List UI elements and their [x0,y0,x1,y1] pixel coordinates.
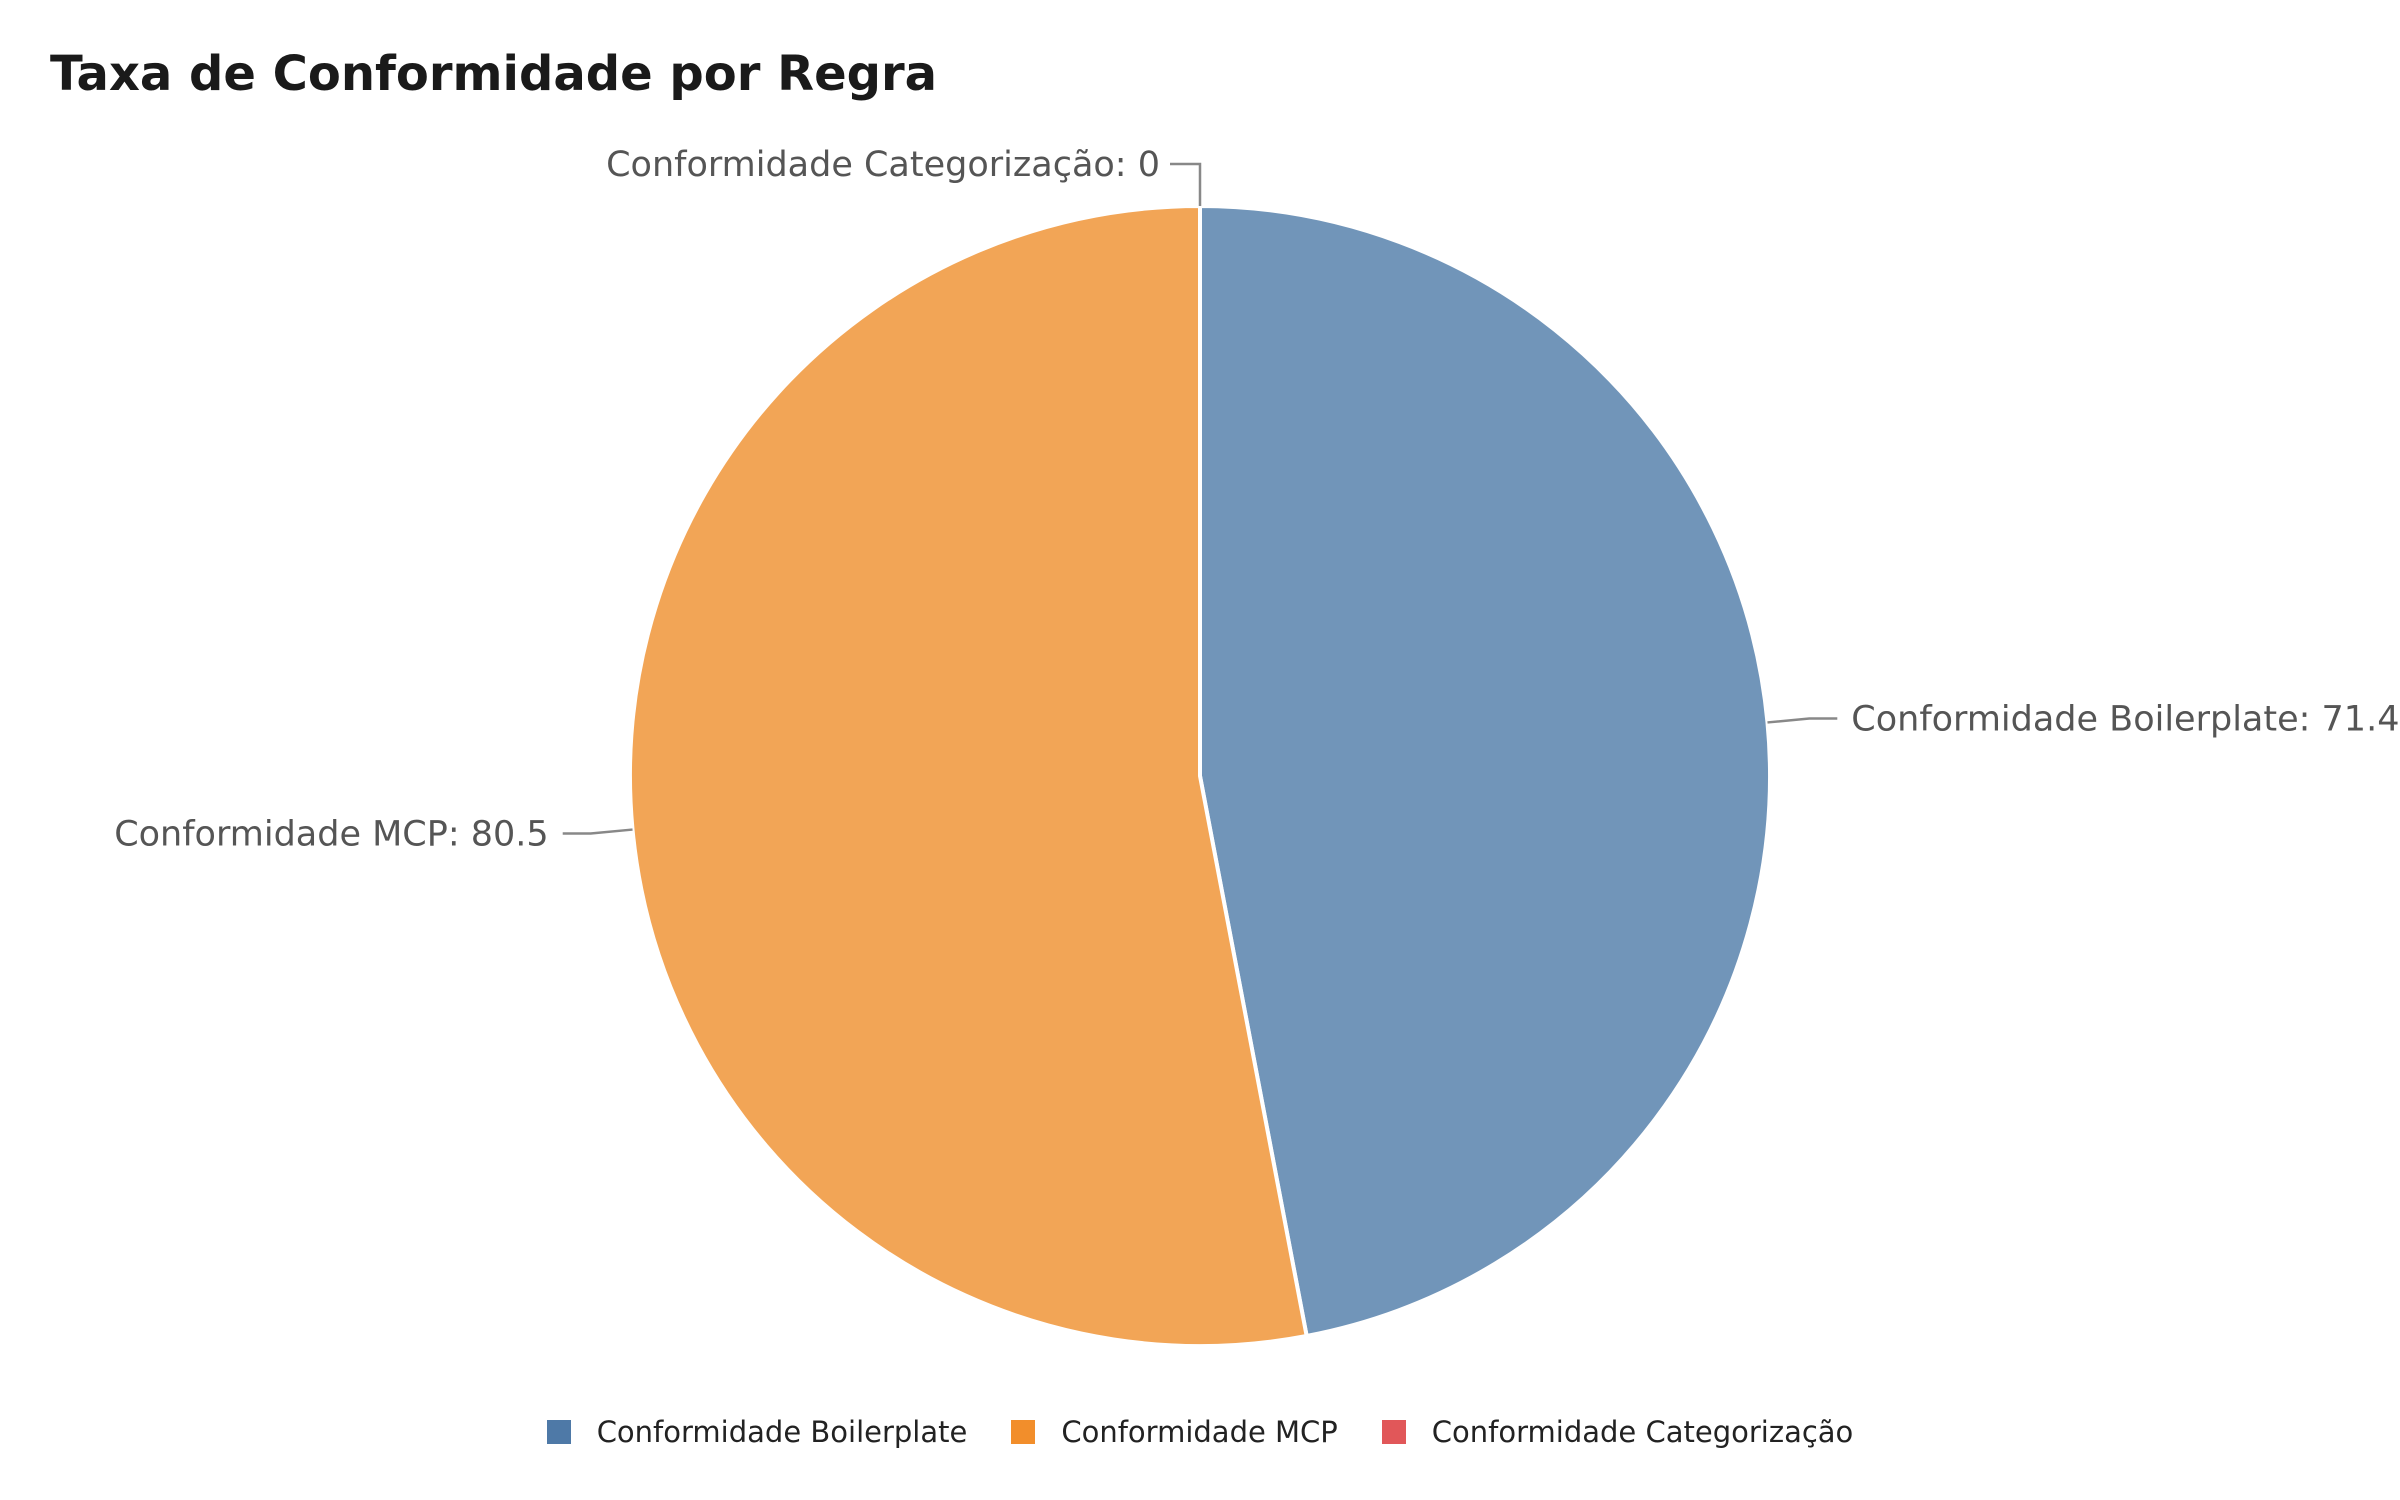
legend-label-conformidade-categorizacao: Conformidade Categorização [1431,1415,1854,1449]
legend-item-conformidade-categorizacao[interactable]: Conformidade Categorização [1381,1415,1854,1449]
slice-label-conformidade-boilerplate: Conformidade Boilerplate: 71.4 [1851,699,2399,739]
leader-line-conformidade-boilerplate [1767,717,1838,724]
legend-swatch-conformidade-categorizacao [1381,1420,1406,1444]
legend-label-conformidade-boilerplate: Conformidade Boilerplate [596,1415,968,1449]
chart-title: Taxa de Conformidade por Regra [50,46,938,102]
legend-item-conformidade-mcp[interactable]: Conformidade MCP [1011,1415,1338,1449]
legend: Conformidade Boilerplate Conformidade MCP… [0,1410,2400,1454]
leader-line-conformidade-mcp [562,828,633,835]
slice-label-conformidade-categorizacao: Conformidade Categorização: 0 [606,145,1160,185]
slice-label-conformidade-mcp: Conformidade MCP: 80.5 [114,815,549,855]
legend-item-conformidade-boilerplate[interactable]: Conformidade Boilerplate [546,1415,968,1449]
legend-swatch-conformidade-mcp [1011,1420,1036,1444]
leader-line-conformidade-categorizacao [1170,162,1202,206]
legend-label-conformidade-mcp: Conformidade MCP [1061,1415,1338,1449]
pie-slice-conformidade-boilerplate[interactable] [1198,204,1772,1338]
legend-swatch-conformidade-boilerplate [546,1420,571,1444]
